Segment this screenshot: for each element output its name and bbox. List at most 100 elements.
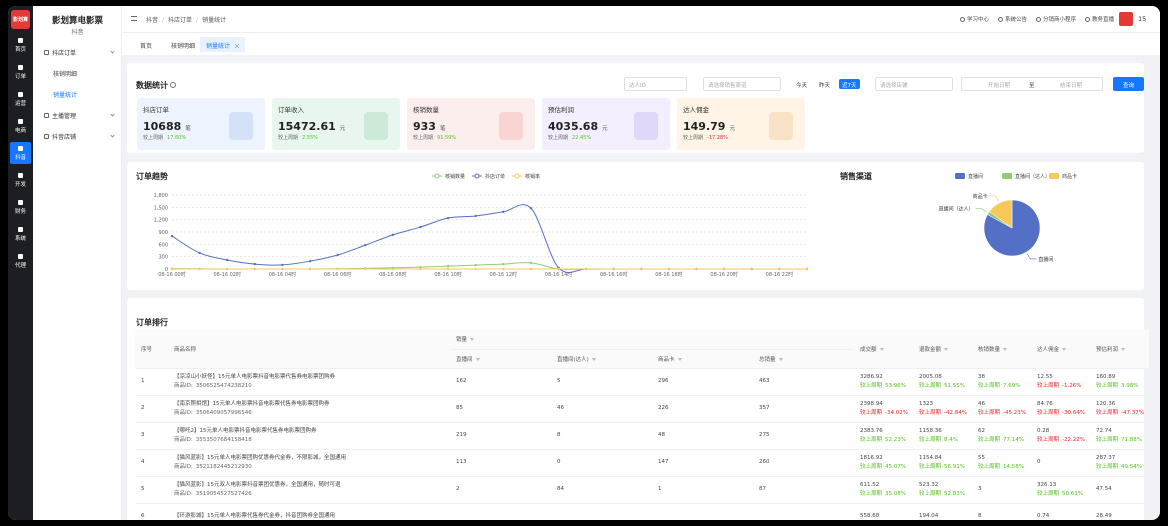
product-name: 【猫风蓝影】15元双人电影票抖音票团优惠券，全国通用，随时可退 xyxy=(174,481,341,488)
sort-icon[interactable] xyxy=(944,347,949,351)
sort-icon[interactable] xyxy=(1121,347,1126,351)
link-icon xyxy=(1085,17,1091,22)
link-icon xyxy=(998,17,1004,22)
side-item[interactable]: 开发 xyxy=(10,169,31,191)
tab[interactable]: 首页 xyxy=(140,37,152,52)
metric-value: 47.54 xyxy=(1096,486,1112,492)
card-compare: 较上周期 2.55% xyxy=(278,134,318,141)
nav-title: 影划算电影票 xyxy=(51,16,103,26)
header-cell: 达人佣金 xyxy=(1031,330,1091,369)
product-id-label: 商品ID: xyxy=(174,436,193,443)
compare-label: 较上周期 xyxy=(278,135,299,141)
y-tick-label: 1,200 xyxy=(154,218,168,224)
crumb[interactable]: 抖音 xyxy=(146,17,159,24)
product-id: 3519054527527426 xyxy=(195,490,252,497)
nav-group[interactable]: 抖音店铺 xyxy=(44,132,115,142)
nav-item[interactable]: 销量统计 xyxy=(53,92,78,99)
change-value: 35.08% xyxy=(885,490,907,497)
crumb[interactable]: 抖店订单 xyxy=(158,17,192,24)
point xyxy=(281,263,284,267)
header-link[interactable]: 教务直播 xyxy=(1085,17,1114,23)
product-cell: 【南京照相馆】15元单人电影票抖音电影票代售券电影票团购券 商品ID: 350640… xyxy=(168,395,450,423)
side-item[interactable]: 订单 xyxy=(10,61,31,83)
product-id: 3506409057996546 xyxy=(195,409,252,416)
table-panel: 订单排行 序号 商品名称 销量 成交额 退款金额 核销数量 达人佣金 预估利润 直播间 直播间(达人… xyxy=(127,298,1150,520)
compare-label: 较上周期 xyxy=(919,382,942,389)
metric-cell: 12.55 较上周期 -1.26% xyxy=(1031,368,1091,396)
metric-value: 1154.84 xyxy=(919,454,942,461)
sort-icon[interactable] xyxy=(1003,347,1008,351)
side-item[interactable]: 电商 xyxy=(10,115,31,137)
metric-change: 较上周期 49.54% xyxy=(1096,463,1143,472)
product-name: 【南京照相馆】15元单人电影票抖音电影票代售券电影票团购券 xyxy=(174,400,330,407)
point xyxy=(474,214,477,218)
side-item[interactable]: 运营 xyxy=(10,88,31,110)
metric-value: 160.89 xyxy=(1096,373,1116,380)
metric-cell: 523.32 较上周期 52.83% xyxy=(913,476,973,504)
tab-close[interactable] xyxy=(235,44,240,48)
range-button[interactable]: 昨天 xyxy=(819,83,831,89)
range-button[interactable]: 近7天 xyxy=(839,79,860,89)
compare-label: 较上周期 xyxy=(1037,490,1060,497)
channel-select[interactable]: 请选择销售渠道 xyxy=(703,77,781,91)
metric-change: 较上周期 -47.37% xyxy=(1096,409,1144,418)
metric-value: 2398.94 xyxy=(860,400,883,407)
avatar[interactable] xyxy=(1119,12,1133,26)
sort-icon[interactable] xyxy=(475,357,480,361)
header-label: 退款金额 xyxy=(919,346,942,353)
nav-group[interactable]: 抖店订单 xyxy=(44,48,115,58)
point xyxy=(198,267,201,271)
sales-cell xyxy=(652,503,753,520)
sort-icon[interactable] xyxy=(677,357,682,361)
series-line xyxy=(171,204,807,274)
side-item[interactable]: 系统 xyxy=(10,223,31,245)
side-item[interactable]: 财务 xyxy=(10,196,31,218)
date-range[interactable]: 开始日期 至 结束日期 xyxy=(961,77,1103,91)
metric-change: 较上周期 -1.26% xyxy=(1037,382,1084,391)
sort-icon[interactable] xyxy=(591,357,596,361)
talent-input[interactable]: 达人ID xyxy=(624,77,687,91)
card-icon xyxy=(229,112,253,140)
sort-icon[interactable] xyxy=(778,357,783,361)
charts: 订单趋势 0 300 600 900 1,200 1,500 1,800 08-16 00时 08… xyxy=(136,171,1077,278)
tabs: 首页 核销明细 销量统计 xyxy=(122,33,1160,55)
tab[interactable]: 销量统计 xyxy=(200,37,246,52)
compare-label: 较上周期 xyxy=(548,135,569,141)
metric-value: 120.36 xyxy=(1096,400,1116,407)
point xyxy=(474,267,477,271)
sort-icon[interactable] xyxy=(879,347,884,351)
search-button[interactable]: 查询 xyxy=(1113,77,1144,91)
side-label: 代理 xyxy=(14,263,26,269)
product-cell: 【环游影城】15元单人电影票代售券代金券，抖音团购券全国通用 xyxy=(168,503,450,520)
header-link[interactable]: 学习中心 xyxy=(960,17,989,23)
side-label: 电商 xyxy=(14,128,26,134)
nav-group[interactable]: 主播管理 xyxy=(44,111,115,121)
nav-item[interactable]: 核销明细 xyxy=(53,71,78,78)
tab[interactable]: 核销明细 xyxy=(171,37,195,52)
metric-cell: 326.13 较上周期 50.63% xyxy=(1031,476,1091,504)
side-item[interactable]: 抖音 xyxy=(10,142,31,164)
main: 抖音抖店订单销量统计学习中心系统公告分销商小程序教务直播15 首页核销明细销量统… xyxy=(122,6,1160,520)
point xyxy=(419,267,422,271)
row-no: 3 xyxy=(135,422,168,450)
card-unit: 元 xyxy=(602,126,608,132)
metric-change: 较上周期 35.08% xyxy=(860,490,907,499)
metric-value: 2005.08 xyxy=(919,373,942,380)
sort-icon[interactable] xyxy=(1062,347,1067,351)
sort-icon[interactable] xyxy=(470,338,475,342)
header-link[interactable]: 分销商小程序 xyxy=(1036,17,1076,23)
header-cell: 成交额 xyxy=(854,330,914,369)
compare-label: 较上周期 xyxy=(1096,436,1119,443)
compare-label: 较上周期 xyxy=(1037,436,1060,443)
point xyxy=(308,267,312,271)
shop-select[interactable]: 请选择店铺 xyxy=(875,77,953,91)
range-button[interactable]: 今天 xyxy=(796,83,808,89)
card-label: 核销数量 xyxy=(413,106,439,114)
header-cell: 核销数量 xyxy=(972,330,1032,369)
label-line xyxy=(989,195,999,202)
side-item[interactable]: 首页 xyxy=(10,34,31,56)
compare-label: 较上周期 xyxy=(860,409,883,416)
side-item[interactable]: 代理 xyxy=(10,250,31,272)
header-link[interactable]: 系统公告 xyxy=(998,17,1027,23)
side-icon xyxy=(18,173,23,178)
